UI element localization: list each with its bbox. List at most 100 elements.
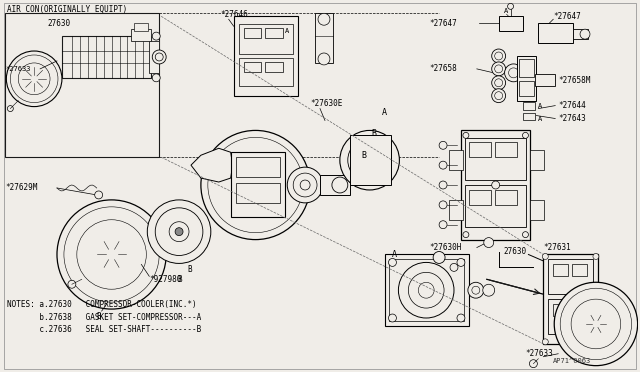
Circle shape (457, 314, 465, 322)
Bar (548, 299, 593, 334)
Circle shape (57, 200, 166, 309)
Bar (385, 254, 469, 326)
Bar (239, 24, 293, 54)
Circle shape (408, 272, 444, 308)
Circle shape (201, 131, 310, 240)
Text: *27644: *27644 (558, 101, 586, 110)
Circle shape (529, 360, 538, 368)
Circle shape (508, 3, 513, 9)
Circle shape (592, 320, 600, 328)
Circle shape (106, 248, 118, 260)
Bar (548, 259, 593, 294)
Bar (461, 131, 531, 240)
Text: AP71^0063: AP71^0063 (553, 358, 591, 364)
Text: A: A (381, 108, 387, 117)
Bar (465, 185, 527, 227)
Text: NOTES: a.27630   COMPRESSOR-COOLER(INC.*): NOTES: a.27630 COMPRESSOR-COOLER(INC.*) (7, 299, 197, 309)
Circle shape (365, 155, 374, 165)
Bar (531, 200, 544, 220)
Circle shape (576, 304, 616, 344)
Text: A: A (538, 103, 543, 109)
Circle shape (484, 238, 493, 247)
Circle shape (439, 201, 447, 209)
Circle shape (520, 62, 533, 76)
Text: B: B (97, 311, 101, 321)
Text: *27633: *27633 (5, 66, 31, 72)
Circle shape (495, 79, 502, 87)
Bar (465, 138, 527, 180)
Circle shape (147, 200, 211, 263)
Circle shape (542, 253, 548, 259)
Bar (230, 152, 285, 217)
Text: 27630: 27630 (504, 247, 527, 256)
Circle shape (208, 137, 303, 232)
Circle shape (463, 132, 469, 138)
Text: B: B (372, 129, 376, 138)
Circle shape (439, 161, 447, 169)
Text: A: A (538, 116, 543, 122)
Circle shape (495, 65, 502, 73)
Circle shape (230, 160, 280, 210)
Bar (518, 59, 534, 77)
Circle shape (77, 220, 147, 289)
Bar (573, 29, 588, 39)
Bar (518, 81, 534, 96)
Bar (390, 259, 464, 321)
Circle shape (152, 32, 160, 40)
Circle shape (287, 167, 323, 203)
Bar (553, 304, 568, 316)
Circle shape (156, 53, 163, 61)
Text: B: B (177, 275, 182, 284)
Text: *27630H: *27630H (429, 243, 461, 252)
Polygon shape (191, 148, 233, 182)
Bar (495, 190, 516, 205)
Circle shape (95, 191, 102, 199)
Circle shape (504, 64, 522, 82)
Circle shape (399, 262, 454, 318)
Circle shape (318, 13, 330, 25)
Text: *27629M: *27629M (5, 183, 38, 192)
Circle shape (152, 50, 166, 64)
Bar (5, 13, 159, 157)
Circle shape (358, 148, 381, 172)
Bar (266, 62, 284, 72)
Circle shape (22, 67, 46, 91)
Circle shape (300, 180, 310, 190)
Bar (449, 200, 463, 220)
Bar (469, 190, 491, 205)
Bar (62, 36, 151, 78)
Circle shape (70, 213, 153, 296)
Circle shape (156, 208, 203, 256)
Circle shape (560, 288, 632, 360)
Circle shape (433, 251, 445, 263)
Bar (134, 23, 148, 31)
Bar (244, 62, 262, 72)
Bar (543, 254, 598, 344)
Bar (516, 56, 536, 101)
Circle shape (580, 29, 590, 39)
Circle shape (32, 77, 36, 81)
Circle shape (463, 232, 469, 238)
Bar (538, 23, 573, 43)
Circle shape (19, 63, 50, 95)
Circle shape (542, 339, 548, 345)
Circle shape (571, 299, 621, 349)
Text: *27646: *27646 (221, 10, 248, 19)
Bar (524, 102, 536, 110)
Text: B: B (362, 151, 367, 160)
Circle shape (495, 52, 502, 60)
Circle shape (293, 173, 317, 197)
Circle shape (388, 314, 396, 322)
Circle shape (492, 89, 506, 103)
Text: *27658: *27658 (429, 64, 457, 73)
Text: AIR CON(ORIGINALLY EQUIPT): AIR CON(ORIGINALLY EQUIPT) (7, 5, 127, 14)
Text: *27631: *27631 (543, 243, 571, 252)
Bar (234, 16, 298, 96)
Bar (531, 150, 544, 170)
Circle shape (250, 180, 260, 190)
Circle shape (509, 68, 518, 78)
Circle shape (457, 259, 465, 266)
Circle shape (593, 339, 599, 345)
Bar (149, 41, 159, 73)
Bar (131, 29, 151, 41)
